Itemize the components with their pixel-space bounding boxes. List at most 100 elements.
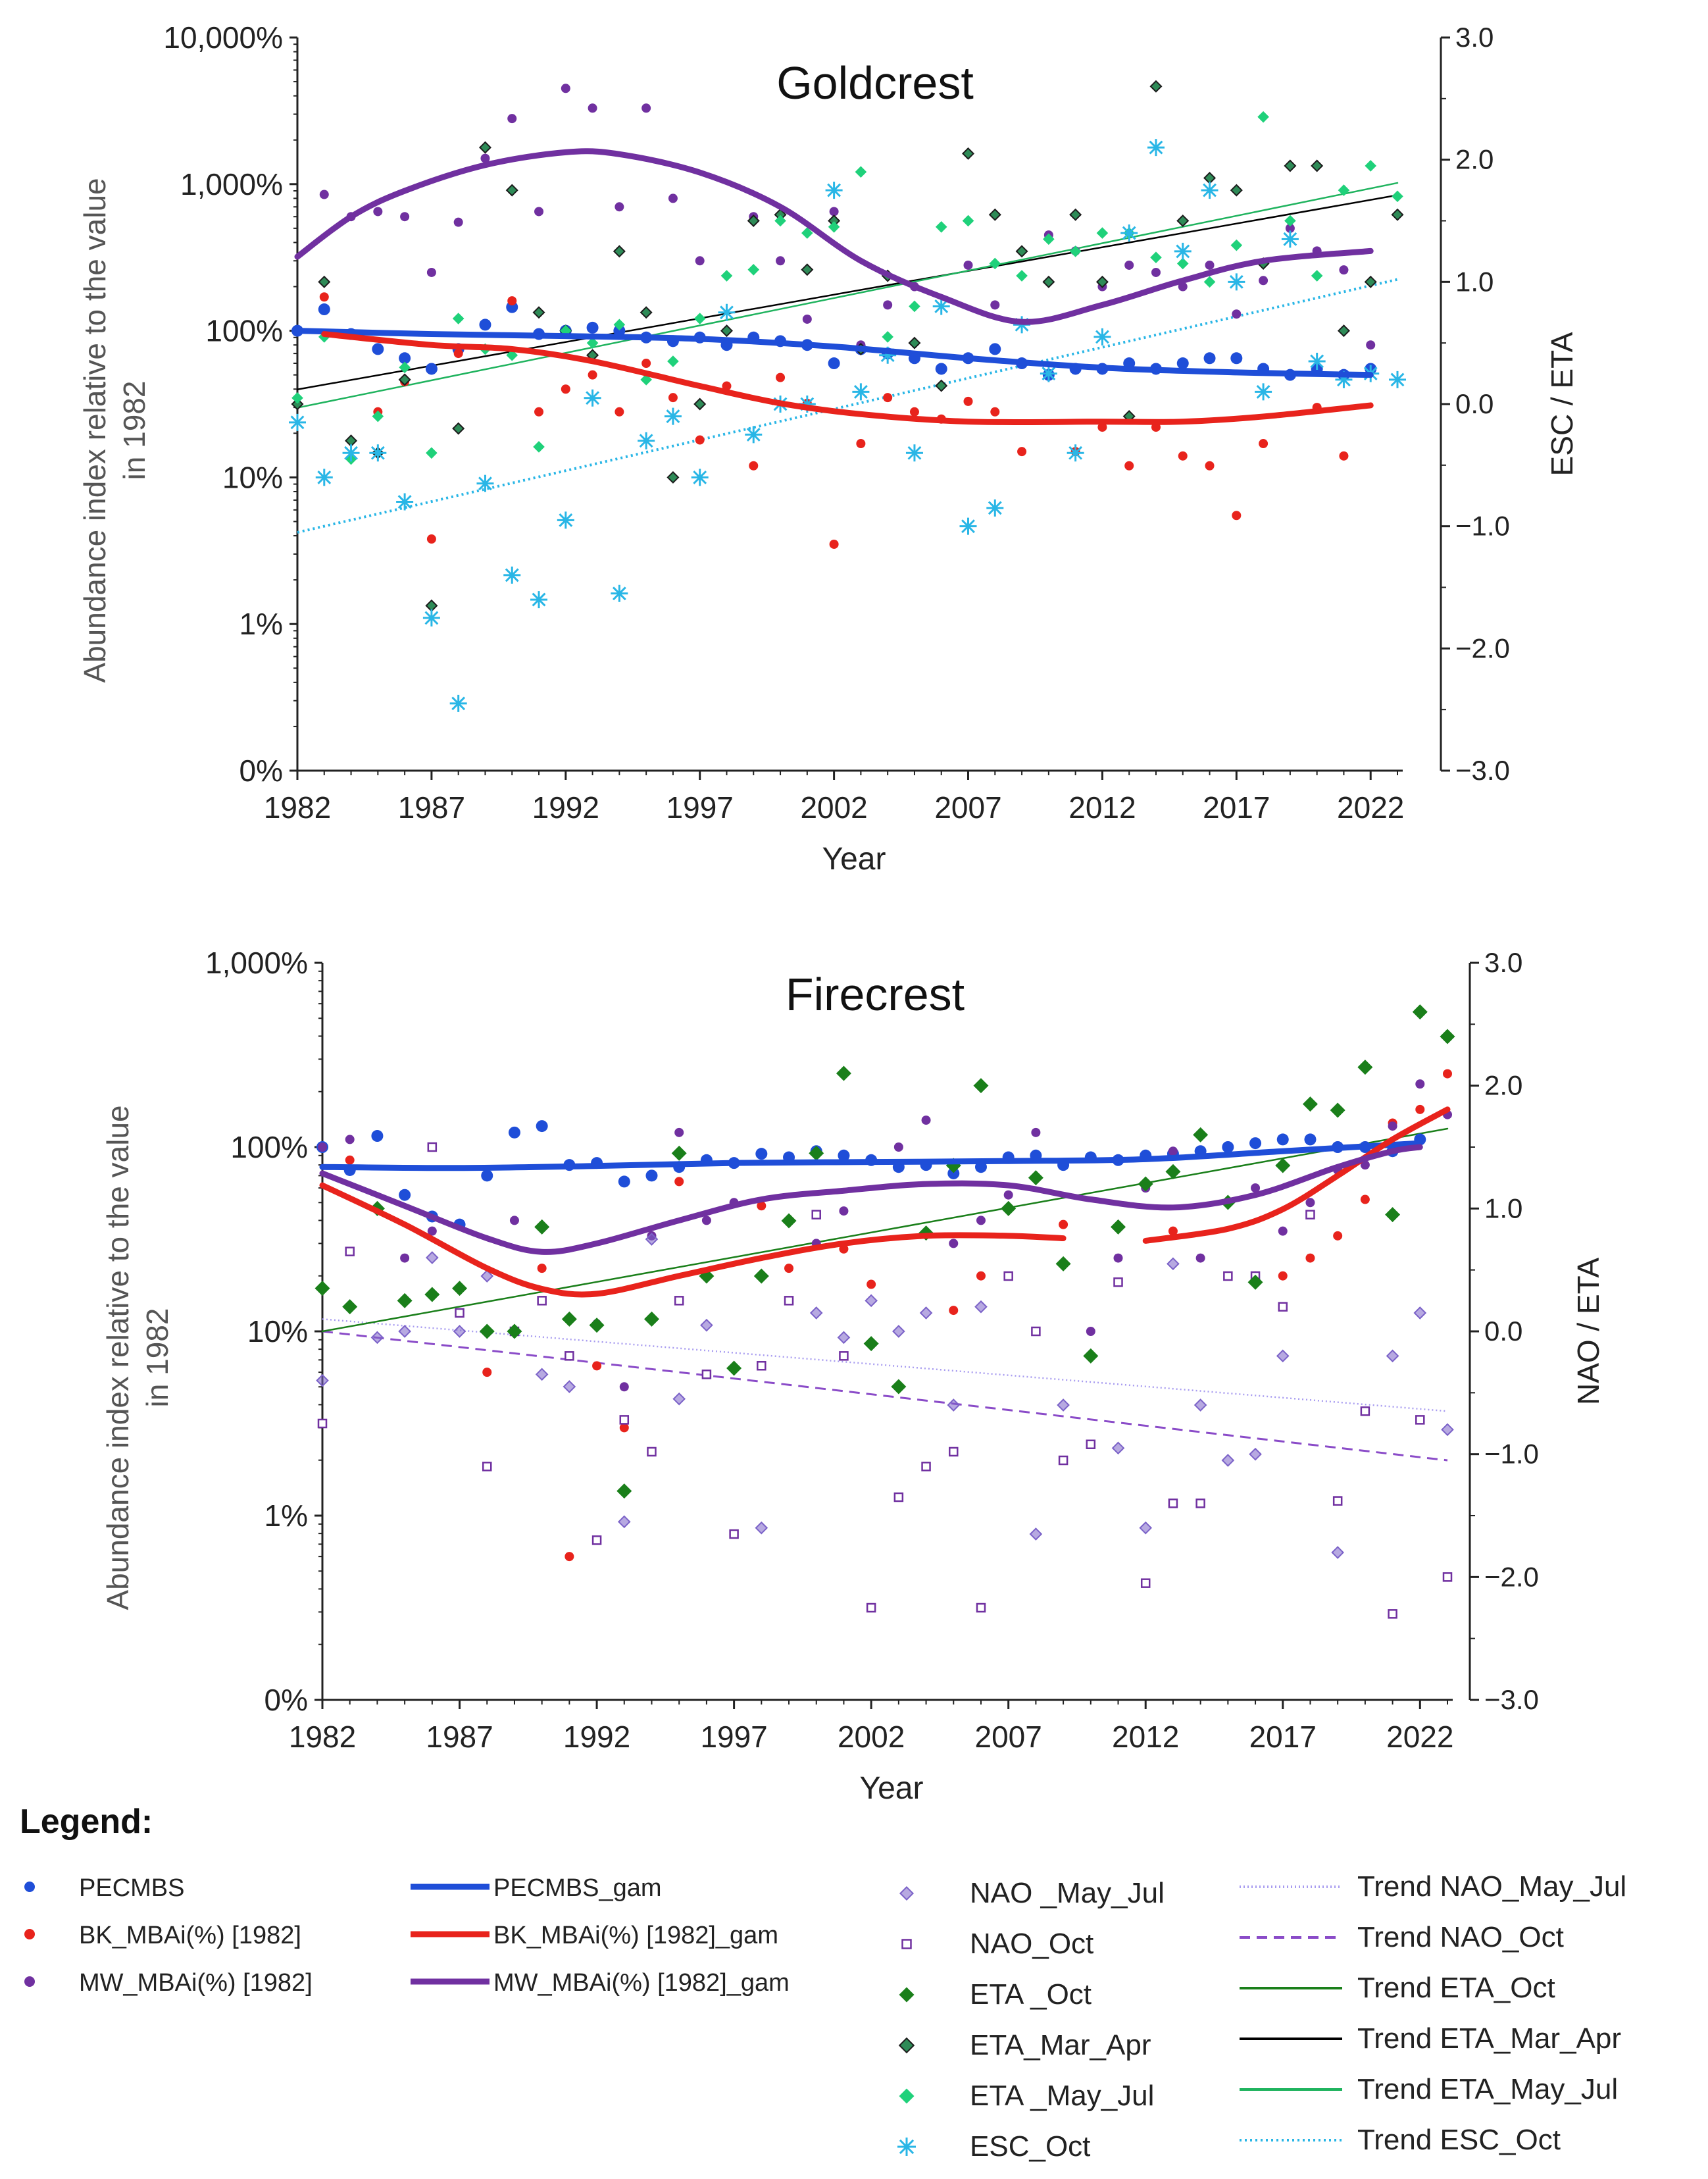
data-point (838, 1149, 850, 1162)
data-point (1139, 1521, 1153, 1535)
data-point (973, 1078, 989, 1094)
data-point (720, 270, 733, 282)
data-point (426, 447, 438, 459)
data-point (976, 1271, 986, 1281)
data-point (1113, 1277, 1123, 1287)
data-point (453, 1325, 466, 1338)
x-tick-label: 2022 (1386, 1720, 1453, 1754)
data-point (722, 381, 732, 391)
data-point (1055, 1256, 1071, 1271)
data-point (1285, 223, 1295, 233)
data-point (893, 1492, 904, 1502)
legend-swatch (899, 1987, 915, 2003)
data-point (1221, 1454, 1235, 1467)
data-point (1195, 1253, 1205, 1263)
legend-swatch (898, 2037, 915, 2054)
legend-item-trend-eta-oct: Trend ETA_Oct (1240, 1972, 1555, 2004)
data-point (371, 1130, 384, 1142)
data-point (1415, 1415, 1425, 1425)
data-point (1167, 1257, 1180, 1271)
data-point (866, 1602, 876, 1613)
series-bk-mbai-1982 (319, 292, 1349, 549)
data-point (396, 493, 414, 511)
series-line (296, 182, 1399, 409)
data-point (1366, 340, 1376, 350)
data-point (1308, 353, 1326, 371)
legend-item-trend-eta-may-jul: Trend ETA_May_Jul (1240, 2073, 1618, 2105)
data-point (400, 212, 410, 222)
data-point (1255, 383, 1272, 401)
data-point (674, 1177, 684, 1187)
data-point (801, 227, 813, 239)
data-point (865, 1294, 878, 1308)
series-eta-oct (314, 1004, 1455, 1499)
data-point (589, 1318, 605, 1333)
data-point (613, 245, 626, 258)
legend-item-nao-may-jul: NAO _May_Jul (899, 1877, 1165, 1909)
legend: Legend: PECMBS BK_MBAi(%) [1982] MW_MBAi(%)… (20, 1803, 1626, 2163)
data-point (534, 207, 544, 217)
data-point (318, 303, 330, 316)
data-point (1388, 1121, 1397, 1131)
data-point (530, 591, 548, 609)
data-point (990, 300, 1000, 310)
y2-tick-label: −1.0 (1455, 511, 1510, 542)
data-point (1360, 1406, 1370, 1416)
data-point (1276, 1349, 1290, 1363)
data-point (949, 1239, 959, 1248)
data-point (645, 1233, 659, 1246)
series-pecmbs-gam (319, 1140, 1423, 1171)
data-point (1412, 1004, 1428, 1020)
data-point (613, 319, 626, 331)
data-point (1178, 451, 1188, 461)
legend-label: Trend ETA_Oct (1357, 1972, 1555, 2004)
series-trend-eta-oct (321, 1127, 1449, 1333)
data-point (1124, 461, 1134, 471)
data-point (318, 275, 331, 288)
data-point (1311, 159, 1324, 172)
data-point (617, 1515, 631, 1529)
series-bk-mbai-1982-gam (319, 1182, 1067, 1298)
data-point (1138, 1176, 1153, 1192)
legend-swatch (24, 1929, 35, 1939)
data-point (640, 374, 652, 386)
data-point (693, 397, 707, 411)
data-point (372, 410, 384, 423)
data-point (342, 1299, 358, 1315)
data-point (319, 292, 329, 302)
data-point (1232, 511, 1242, 521)
data-point (720, 324, 734, 338)
data-point (829, 207, 839, 217)
legend-item-mw-mbai-1982: MW_MBAi(%) [1982] (24, 1969, 313, 1997)
data-point (532, 306, 545, 319)
data-point (828, 220, 840, 233)
data-point (666, 471, 680, 484)
data-point (1003, 1271, 1013, 1281)
data-point (1335, 371, 1353, 388)
legend-label: BK_MBAi(%) [1982] (79, 1922, 301, 1949)
y-tick-label: 10% (222, 460, 283, 494)
data-point (1305, 1198, 1315, 1208)
legend-item-pecmbs: PECMBS (24, 1874, 184, 1902)
legend-item-esc-oct: ESC_Oct (897, 2130, 1090, 2163)
data-point (453, 349, 463, 359)
series-line (322, 1318, 1448, 1412)
data-point (319, 190, 329, 199)
data-point (989, 343, 1001, 355)
data-point (1174, 242, 1192, 260)
x-tick-label: 2012 (1112, 1720, 1179, 1754)
data-point (1365, 160, 1377, 172)
data-point (588, 370, 597, 380)
data-point (373, 207, 383, 217)
data-point (1176, 357, 1189, 370)
data-point (1176, 257, 1189, 270)
y2-tick-label: −2.0 (1484, 1561, 1539, 1592)
series-line (294, 328, 1374, 378)
data-point (508, 1126, 520, 1139)
data-point (959, 517, 977, 535)
data-point (855, 166, 867, 178)
data-point (1031, 1127, 1041, 1137)
data-point (729, 1529, 739, 1539)
data-point (476, 474, 494, 492)
data-point (1278, 1271, 1288, 1281)
